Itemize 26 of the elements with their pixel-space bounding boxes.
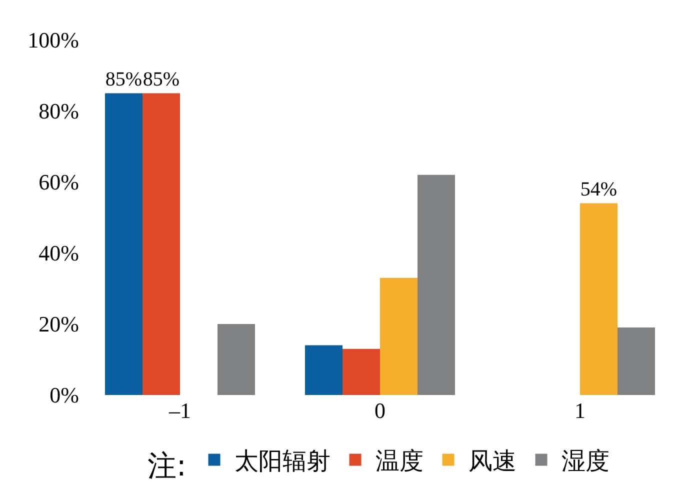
bar	[580, 203, 618, 395]
y-tick-label: 80%	[38, 98, 79, 124]
x-tick-label: –1	[168, 398, 191, 423]
x-tick-label: 1	[574, 398, 586, 423]
y-tick-label: 60%	[38, 170, 79, 195]
x-tick-label: 0	[374, 398, 386, 423]
bar	[418, 174, 455, 395]
data-label: 85%	[105, 68, 142, 90]
bar	[380, 278, 418, 395]
bar	[105, 93, 142, 395]
data-label: 85%	[142, 68, 180, 90]
legend-title: 注:	[148, 448, 186, 482]
legend-label: 温度	[375, 447, 424, 476]
bar	[342, 348, 380, 395]
bar	[618, 328, 655, 395]
y-tick-label: 0%	[50, 382, 79, 408]
legend-label: 太阳辐射	[234, 447, 330, 476]
y-tick-label: 20%	[38, 312, 79, 337]
y-tick-label: 40%	[38, 240, 79, 266]
legend-label: 湿度	[561, 447, 610, 476]
y-tick-label: 100%	[28, 28, 79, 53]
legend-label: 风速	[468, 447, 516, 476]
bar	[142, 93, 180, 395]
bar	[218, 324, 255, 395]
data-label: 54%	[580, 178, 618, 200]
bar	[305, 345, 342, 395]
